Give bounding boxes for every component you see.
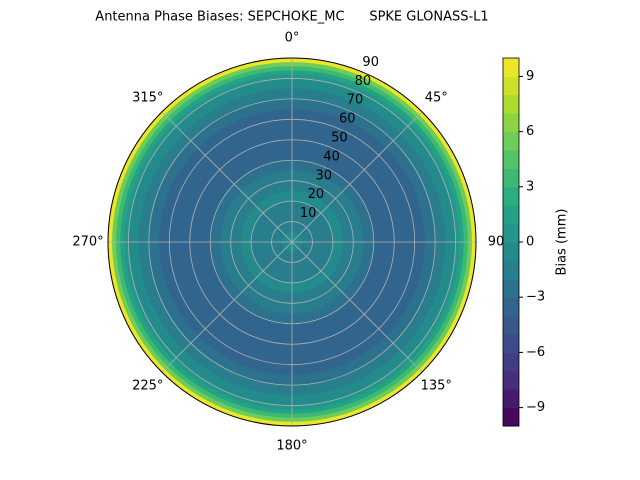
colorbar-band (503, 76, 519, 96)
colorbar-band (503, 278, 519, 298)
colorbar-band (503, 370, 519, 390)
grid-spoke (291, 111, 423, 243)
r-tick-label: 90 (362, 55, 379, 70)
theta-tick-label: 315° (132, 90, 163, 105)
theta-tick-label: 90 (488, 235, 505, 250)
theta-tick-label: 135° (421, 379, 452, 394)
chart-title: Antenna Phase Biases: SEPCHOKE_MC SPKE G… (95, 10, 488, 25)
theta-tick-label: 180° (276, 439, 307, 454)
colorbar-band (503, 168, 519, 188)
colorbar-band (503, 389, 519, 409)
r-tick-label: 40 (323, 149, 340, 164)
colorbar-band (503, 334, 519, 353)
colorbar-band (503, 407, 519, 427)
colorbar-band (503, 297, 519, 317)
colorbar-tick-label: −9 (526, 400, 545, 415)
colorbar: −9 −6 −3 0 3 6 9 (502, 57, 545, 427)
r-tick-label: 70 (347, 93, 364, 108)
colorbar-tick-label: −6 (526, 345, 545, 360)
colorbar-tick-label: 0 (526, 235, 534, 250)
colorbar-band (503, 186, 519, 206)
colorbar-band (503, 58, 519, 77)
colorbar-band (503, 94, 519, 114)
grid-spoke (161, 241, 293, 373)
colorbar-band (503, 223, 519, 243)
r-tick-label: 50 (331, 131, 348, 146)
theta-tick-label: 225° (132, 379, 163, 394)
r-tick-label: 30 (315, 168, 332, 183)
theta-tick-label: 45° (425, 90, 448, 105)
grid-spoke (161, 111, 293, 243)
r-tick-label: 10 (300, 206, 317, 221)
grid-spoke (291, 241, 423, 373)
colorbar-tick-label: 9 (526, 69, 534, 84)
colorbar-tick-label: 6 (526, 124, 534, 139)
grid: 0° 45° 90 135° 180° 225° 270° 315° 10 20 30 40 50 60 7… (72, 31, 504, 454)
r-tick-label: 80 (355, 74, 372, 89)
r-tick-label: 60 (339, 112, 356, 127)
colorbar-band (503, 131, 519, 151)
colorbar-band (503, 205, 519, 225)
colorbar-band (503, 242, 519, 261)
theta-tick-label: 270° (72, 235, 103, 250)
colorbar-label: Bias (mm) (555, 209, 570, 276)
colorbar-band (503, 260, 519, 280)
r-tick-label: 20 (308, 187, 325, 202)
colorbar-band (503, 150, 519, 169)
colorbar-band (503, 113, 519, 133)
colorbar-tick-label: −3 (526, 290, 545, 305)
colorbar-band (503, 315, 519, 335)
theta-tick-label: 0° (285, 31, 300, 46)
colorbar-band (503, 352, 519, 372)
colorbar-tick-label: 3 (526, 179, 534, 194)
polar-border (107, 57, 477, 427)
